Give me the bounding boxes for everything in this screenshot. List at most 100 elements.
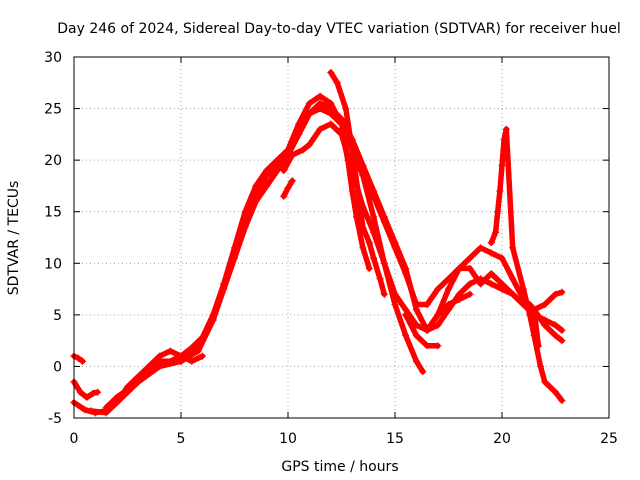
series-trace <box>328 69 388 297</box>
data-point <box>455 264 463 272</box>
data-point <box>370 213 378 221</box>
data-point <box>76 388 84 396</box>
data-point <box>494 208 502 216</box>
data-point <box>188 347 196 355</box>
x-tick-label: 0 <box>70 431 79 447</box>
data-point <box>466 254 474 262</box>
data-point <box>496 187 504 195</box>
data-point <box>316 92 324 100</box>
series-track-9 <box>402 311 442 350</box>
data-point <box>79 357 87 365</box>
data-point <box>280 192 288 200</box>
data-point <box>455 295 463 303</box>
chart-title: Day 246 of 2024, Sidereal Day-to-day VTE… <box>57 21 620 37</box>
data-point <box>498 280 506 288</box>
y-tick-label: 15 <box>44 205 62 221</box>
data-point <box>87 407 95 415</box>
x-tick-label: 5 <box>177 431 186 447</box>
data-point <box>188 357 196 365</box>
data-point <box>509 244 517 252</box>
data-point <box>391 301 399 309</box>
data-point <box>558 288 566 296</box>
series-trace <box>71 379 101 401</box>
data-point <box>466 280 474 288</box>
series-track-13 <box>70 352 87 365</box>
series-track-4 <box>124 347 206 391</box>
data-point <box>305 141 313 149</box>
data-point <box>526 301 534 309</box>
y-tick-label: 20 <box>44 153 62 169</box>
data-point <box>477 244 485 252</box>
x-axis-label: GPS time / hours <box>281 459 398 475</box>
data-point <box>509 290 517 298</box>
y-tick-label: 25 <box>44 102 62 118</box>
data-point <box>402 331 410 339</box>
series-trace <box>424 265 565 334</box>
data-point <box>89 389 97 397</box>
data-point <box>198 337 206 345</box>
data-point <box>498 254 506 262</box>
data-point <box>423 326 431 334</box>
x-tick-labels: 0 5 10 15 20 25 <box>70 431 618 447</box>
data-point <box>209 316 217 324</box>
data-point <box>327 110 335 118</box>
data-point <box>558 326 566 334</box>
data-point <box>231 254 238 262</box>
data-point <box>380 218 388 226</box>
plot-frame <box>73 56 610 419</box>
data-point <box>344 156 352 164</box>
x-tick-label: 15 <box>386 431 404 447</box>
data-point <box>558 337 566 345</box>
data-point <box>295 130 303 138</box>
data-point <box>355 192 363 200</box>
data-point <box>365 239 373 247</box>
data-point <box>348 187 356 195</box>
x-tick-label: 20 <box>493 431 511 447</box>
series-track-12 <box>526 301 542 350</box>
data-point <box>359 166 367 174</box>
data-point <box>284 184 292 192</box>
y-tick-label: 30 <box>44 50 62 66</box>
data-point <box>124 383 131 391</box>
data-point <box>466 290 474 298</box>
data-point <box>492 228 500 236</box>
data-point <box>502 125 510 133</box>
data-point <box>370 254 378 262</box>
data-point <box>83 393 91 401</box>
data-point <box>280 166 288 174</box>
data-point <box>241 223 249 231</box>
data-point <box>487 270 495 278</box>
data-point <box>156 352 164 360</box>
data-point <box>530 306 538 314</box>
y-tick-label: 0 <box>53 359 62 375</box>
data-point <box>316 125 324 133</box>
series-track-11 <box>487 125 566 404</box>
data-point <box>194 347 202 355</box>
data-point <box>541 321 549 329</box>
data-point <box>94 388 102 396</box>
data-point <box>466 264 474 272</box>
data-point <box>81 406 89 414</box>
data-point <box>423 301 431 309</box>
data-point <box>316 105 324 113</box>
data-point <box>342 105 350 113</box>
data-point <box>434 311 442 319</box>
series-track-8 <box>280 177 296 200</box>
data-point <box>305 99 313 107</box>
data-point <box>333 79 341 87</box>
data-point <box>487 239 495 247</box>
data-point <box>288 151 296 159</box>
data-point <box>509 275 517 283</box>
data-point <box>380 259 388 267</box>
data-point <box>434 321 442 329</box>
series-track-10 <box>423 264 566 334</box>
data-point <box>102 404 110 412</box>
y-tick-label: 5 <box>53 308 62 324</box>
data-point <box>338 125 345 133</box>
data-point <box>498 161 506 169</box>
x-tick-label: 25 <box>600 431 618 447</box>
data-point <box>352 213 360 221</box>
series-trace <box>103 105 565 411</box>
data-point <box>299 146 307 154</box>
data-point <box>263 182 271 190</box>
